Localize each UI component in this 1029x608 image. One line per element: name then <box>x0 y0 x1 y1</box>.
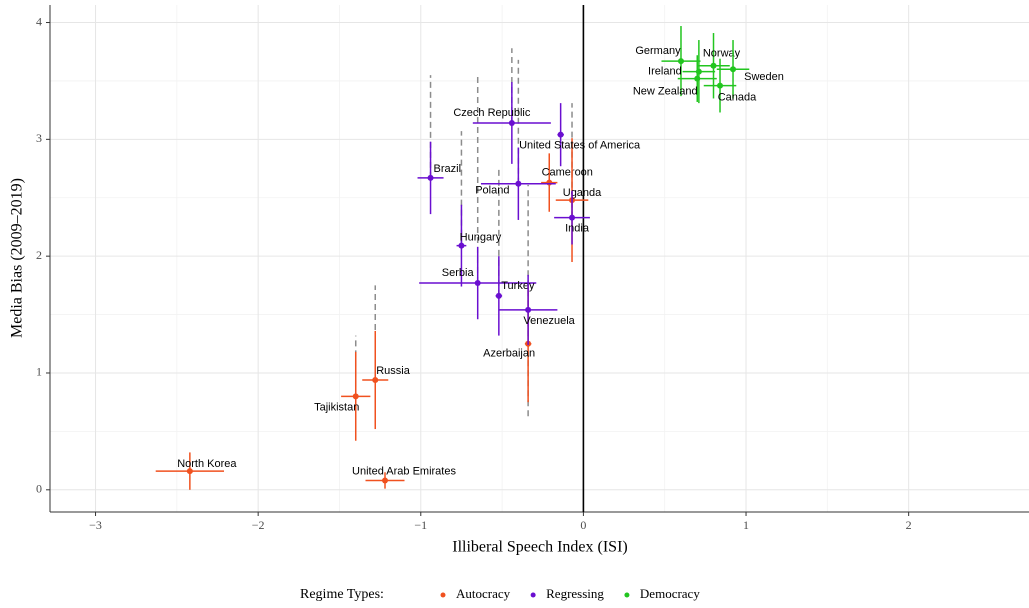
legend-swatch <box>440 592 446 598</box>
point-label: Tajikistan <box>314 401 359 413</box>
legend-swatch <box>530 592 536 598</box>
y-tick-label: 2 <box>36 248 42 262</box>
x-tick-label: −1 <box>414 518 427 532</box>
point-label: Serbia <box>442 267 475 279</box>
point <box>458 242 465 249</box>
x-tick-label: 1 <box>743 518 749 532</box>
point <box>372 376 379 383</box>
y-axis-title: Media Bias (2009–2019) <box>9 178 26 338</box>
x-tick-label: 0 <box>580 518 586 532</box>
point-label: Norway <box>703 48 741 60</box>
y-tick-label: 1 <box>36 365 42 379</box>
legend-label: Democracy <box>640 586 700 601</box>
point <box>717 82 724 89</box>
point <box>508 119 515 126</box>
point <box>730 66 737 73</box>
y-tick-label: 4 <box>36 14 42 28</box>
y-tick-label: 3 <box>36 131 42 145</box>
point-label: India <box>565 223 590 235</box>
point <box>515 180 522 187</box>
legend-title: Regime Types: <box>300 587 384 602</box>
point <box>557 131 564 138</box>
point <box>525 306 532 313</box>
point-label: Venezuela <box>523 315 575 327</box>
point <box>710 62 717 69</box>
point <box>474 280 481 287</box>
point-label: Hungary <box>460 232 502 244</box>
point <box>546 179 553 186</box>
point-label: Canada <box>718 92 757 104</box>
point-label: Cameroon <box>542 166 593 178</box>
legend-label: Regressing <box>546 586 604 601</box>
x-tick-label: 2 <box>906 518 912 532</box>
point <box>382 477 389 484</box>
point-label: Poland <box>475 185 509 197</box>
point-label: Turkey <box>501 280 535 292</box>
legend-swatch <box>624 592 630 598</box>
point-label: United Arab Emirates <box>352 465 456 477</box>
point-label: Brazil <box>434 163 462 175</box>
point <box>427 174 434 181</box>
point-label: New Zealand <box>633 86 698 98</box>
x-axis-title: Illiberal Speech Index (ISI) <box>452 539 627 556</box>
point <box>677 58 684 65</box>
point-label: Czech Republic <box>453 107 531 119</box>
point-label: Uganda <box>563 187 602 199</box>
point-label: Russia <box>376 365 411 377</box>
point-label: Germany <box>635 45 681 57</box>
point-label: Ireland <box>648 65 682 77</box>
x-tick-label: −2 <box>252 518 265 532</box>
point-label: Azerbaijan <box>483 348 535 360</box>
point-label: United States of America <box>519 140 641 152</box>
point <box>495 292 502 299</box>
y-tick-label: 0 <box>36 482 42 496</box>
point-label: North Korea <box>177 458 237 470</box>
point-label: Sweden <box>744 71 784 83</box>
point <box>694 75 701 82</box>
point <box>352 393 359 400</box>
point <box>186 468 193 475</box>
legend-label: Autocracy <box>456 586 511 601</box>
point <box>569 214 576 221</box>
x-tick-label: −3 <box>89 518 102 532</box>
